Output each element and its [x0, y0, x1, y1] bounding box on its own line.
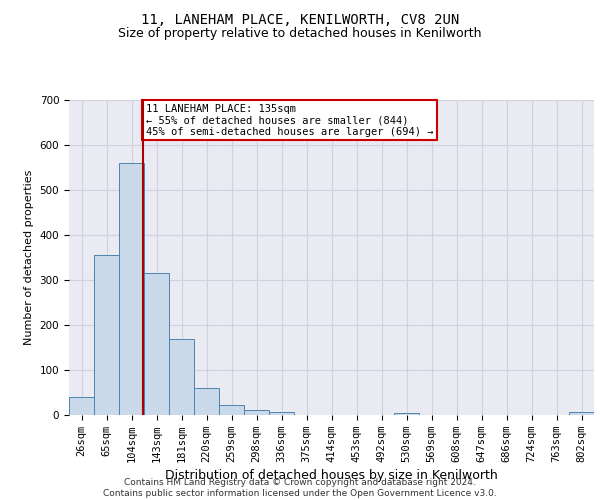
Bar: [569, 412, 594, 415]
Y-axis label: Number of detached properties: Number of detached properties: [24, 170, 34, 345]
Text: 11 LANEHAM PLACE: 135sqm
← 55% of detached houses are smaller (844)
45% of semi-: 11 LANEHAM PLACE: 135sqm ← 55% of detach…: [146, 104, 433, 137]
Bar: [144, 273, 169, 415]
Bar: [219, 405, 244, 415]
Bar: [244, 410, 269, 415]
Text: Contains HM Land Registry data © Crown copyright and database right 2024.
Contai: Contains HM Land Registry data © Crown c…: [103, 478, 497, 498]
Text: Size of property relative to detached houses in Kenilworth: Size of property relative to detached ho…: [118, 28, 482, 40]
X-axis label: Distribution of detached houses by size in Kenilworth: Distribution of detached houses by size …: [165, 469, 498, 482]
Bar: [194, 388, 219, 415]
Text: 11, LANEHAM PLACE, KENILWORTH, CV8 2UN: 11, LANEHAM PLACE, KENILWORTH, CV8 2UN: [141, 12, 459, 26]
Bar: [69, 397, 94, 415]
Bar: [119, 163, 144, 415]
Bar: [169, 340, 194, 415]
Bar: [269, 412, 294, 415]
Bar: [94, 255, 119, 415]
Bar: [394, 413, 419, 415]
